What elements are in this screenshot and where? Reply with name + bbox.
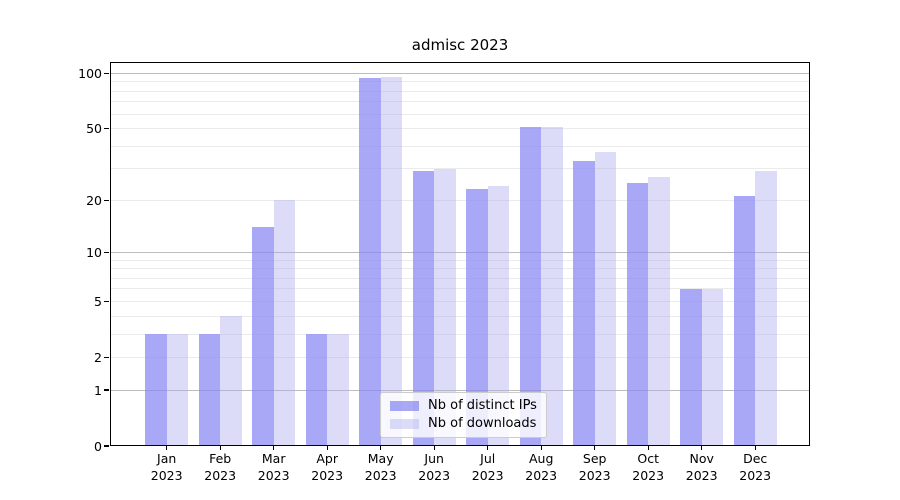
gridline-minor — [110, 268, 810, 270]
bar-distinct-ips — [305, 334, 328, 446]
bar-downloads — [648, 176, 670, 446]
y-tick-mark — [104, 356, 109, 358]
y-tick-label: 100 — [78, 65, 102, 81]
x-tick-mark — [754, 446, 756, 450]
x-tick-mark — [433, 446, 435, 450]
plot-area — [110, 62, 810, 446]
legend-swatch-distinct-ips — [390, 400, 419, 411]
y-tick-mark — [104, 251, 109, 254]
y-tick-mark — [104, 445, 109, 447]
x-tick-mark — [326, 446, 328, 450]
y-tick-label: 50 — [86, 120, 102, 136]
gridline-minor — [110, 81, 810, 83]
gridline-minor — [110, 101, 810, 103]
gridline-major — [110, 72, 810, 74]
bar-distinct-ips — [466, 189, 488, 446]
bar-downloads — [594, 152, 617, 446]
x-tick-label: Apr 2023 — [311, 451, 344, 483]
gridline-minor — [110, 113, 810, 115]
gridline-minor — [110, 277, 810, 279]
x-tick-label: Feb 2023 — [204, 451, 237, 483]
gridline-minor — [110, 145, 810, 147]
legend-label-downloads: Nb of downloads — [428, 416, 537, 431]
bar-downloads — [166, 334, 189, 446]
legend-label-distinct-ips: Nb of distinct IPs — [428, 398, 537, 413]
bar-distinct-ips — [680, 288, 702, 446]
bar-distinct-ips — [519, 126, 542, 446]
bar-distinct-ips — [412, 171, 435, 446]
gridline-minor — [110, 199, 810, 201]
legend: Nb of distinct IPs Nb of downloads — [380, 392, 547, 438]
bar-distinct-ips — [252, 227, 274, 446]
gridline-minor — [110, 259, 810, 261]
legend-swatch-downloads — [390, 418, 419, 429]
gridline-minor — [110, 288, 810, 290]
gridline-minor — [110, 315, 810, 317]
bar-downloads — [755, 171, 777, 446]
y-tick-mark — [104, 127, 109, 130]
x-tick-mark — [166, 446, 168, 450]
legend-item-distinct-ips: Nb of distinct IPs — [390, 398, 537, 413]
y-tick-mark — [104, 389, 109, 391]
x-tick-label: May 2023 — [364, 451, 397, 483]
y-tick-label: 1 — [94, 382, 102, 398]
y-tick-mark — [104, 72, 109, 74]
y-tick-label: 2 — [94, 349, 102, 365]
bar-downloads — [487, 186, 510, 446]
y-tick-mark — [104, 300, 109, 302]
bar-distinct-ips — [198, 334, 221, 446]
x-tick-mark — [380, 446, 382, 450]
x-tick-label: Jan 2023 — [150, 451, 183, 483]
gridline-minor — [110, 300, 810, 302]
bar-distinct-ips — [733, 196, 756, 446]
bar-downloads — [327, 334, 349, 446]
gridline-major — [110, 389, 810, 391]
x-tick-label: Dec 2023 — [739, 451, 772, 483]
x-tick-label: Jul 2023 — [471, 451, 504, 483]
chart-title: admisc 2023 — [411, 36, 509, 54]
y-tick-label: 5 — [94, 293, 102, 309]
x-tick-mark — [701, 446, 703, 450]
bar-downloads — [220, 316, 242, 446]
legend-item-downloads: Nb of downloads — [390, 416, 537, 431]
bar-downloads — [273, 200, 296, 446]
bar-downloads — [434, 168, 456, 446]
x-tick-label: Oct 2023 — [632, 451, 665, 483]
bar-downloads — [701, 288, 724, 446]
x-tick-label: Mar 2023 — [257, 451, 290, 483]
gridline-minor — [110, 168, 810, 170]
gridline-minor — [110, 333, 810, 335]
x-tick-label: Nov 2023 — [685, 451, 718, 483]
bar-distinct-ips — [626, 182, 649, 446]
y-tick-mark — [104, 199, 109, 201]
bar-distinct-ips — [573, 161, 595, 446]
y-tick-label: 0 — [94, 438, 102, 454]
gridline-major — [110, 251, 810, 253]
x-tick-mark — [219, 446, 221, 450]
bar-downloads — [380, 76, 403, 446]
bar-distinct-ips — [145, 334, 167, 446]
y-tick-label: 10 — [86, 244, 102, 260]
x-tick-mark — [540, 446, 542, 450]
gridline-minor — [110, 356, 810, 358]
x-tick-mark — [273, 446, 275, 450]
gridline-minor — [110, 127, 810, 129]
x-tick-mark — [594, 446, 596, 450]
gridline-minor — [110, 90, 810, 92]
x-tick-label: Jun 2023 — [418, 451, 451, 483]
x-tick-label: Aug 2023 — [525, 451, 558, 483]
bar-downloads — [541, 126, 563, 446]
x-tick-label: Sep 2023 — [578, 451, 611, 483]
y-tick-label: 20 — [86, 192, 102, 208]
x-tick-mark — [647, 446, 649, 450]
bar-distinct-ips — [359, 78, 381, 446]
x-tick-mark — [487, 446, 489, 450]
